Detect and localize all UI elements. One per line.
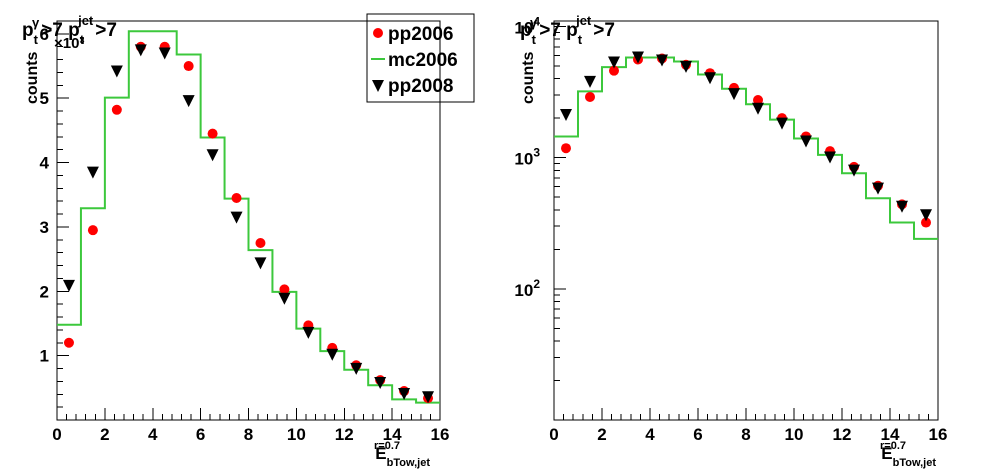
right-point-pp2006 [609, 65, 619, 76]
right-point-pp2008 [752, 102, 764, 115]
legend-label-pp2008: pp2008 [388, 76, 453, 97]
right-title: ptγ >7 ptjet >7 [520, 13, 615, 47]
left-y-tick-label: 1 [40, 347, 49, 366]
right-point-pp2008 [632, 51, 644, 64]
left-x-tick-label: 2 [100, 425, 109, 444]
legend-marker-pp2006 [373, 28, 383, 38]
right-point-pp2008 [896, 200, 908, 213]
right-point-pp2008 [656, 54, 668, 67]
right-point-pp2008 [704, 72, 716, 85]
right-y-tick-label: 102 [514, 277, 540, 300]
left-point-pp2008 [278, 292, 291, 305]
right-x-tick-label: 16 [929, 425, 948, 444]
right-x-tick-label: 2 [597, 425, 606, 444]
right-point-pp2008 [608, 56, 620, 69]
left-mc2006-histogram [57, 30, 440, 404]
right-y-tick-label: 104 [514, 14, 540, 37]
left-x-tick-label: 6 [196, 425, 205, 444]
right-point-pp2008 [872, 182, 884, 195]
left-point-pp2006 [183, 61, 194, 72]
left-point-pp2008 [206, 149, 219, 162]
right-point-pp2008 [728, 88, 740, 101]
left-point-pp2008 [398, 387, 411, 400]
right-point-pp2008 [920, 209, 932, 222]
left-point-pp2006 [207, 128, 218, 139]
left-point-pp2008 [254, 257, 267, 270]
left-y-tick-label: 6 [40, 25, 49, 44]
right-axes: 0 2 4 6 8 10 12 14 16 102 103 104 [514, 14, 947, 444]
left-title: ptγ >7 ptjet >7 [22, 13, 117, 47]
left-x-tick-label: 10 [287, 425, 306, 444]
right-x-tick-label: 8 [741, 425, 750, 444]
left-point-pp2008 [422, 391, 435, 404]
left-point-pp2006 [87, 225, 98, 236]
left-point-pp2006 [63, 337, 74, 348]
right-histogram-line-mc2006 [554, 56, 938, 240]
left-x-tick-label: 8 [244, 425, 253, 444]
left-y-tick-label: 2 [40, 282, 49, 301]
legend-marker-pp2008 [372, 80, 384, 92]
left-point-pp2008 [350, 362, 363, 375]
legend-box [366, 13, 475, 103]
left-x-tick-label: 14 [383, 425, 402, 444]
legend: pp2006 mc2006 pp2008 [366, 13, 475, 103]
right-y-tick-label: 103 [514, 146, 540, 169]
right-x-tick-label: 4 [645, 425, 655, 444]
left-y-tick-label: 4 [40, 154, 50, 173]
left-x-tick-label: 0 [52, 425, 61, 444]
left-histogram-line-mc2006 [57, 30, 440, 404]
left-x-tick-label: 4 [148, 425, 158, 444]
right-point-pp2006 [921, 217, 931, 228]
left-x-tick-label: 16 [431, 425, 450, 444]
left-y-tick-label: 5 [40, 89, 49, 108]
right-point-pp2006 [561, 143, 571, 154]
left-point-pp2008 [86, 166, 99, 179]
right-point-pp2008 [776, 117, 788, 130]
left-point-pp2008 [302, 326, 315, 339]
left-x-tick-label: 12 [335, 425, 354, 444]
right-point-pp2006 [585, 91, 595, 102]
left-point-pp2006 [279, 284, 290, 295]
legend-label-pp2006: pp2006 [388, 24, 453, 45]
left-point-pp2008 [230, 211, 243, 224]
right-point-pp2008 [824, 151, 836, 164]
right-point-pp2008 [584, 75, 596, 88]
left-point-pp2006 [255, 238, 266, 249]
right-point-pp2008 [680, 60, 692, 73]
right-data-points [560, 51, 932, 228]
left-panel: ptγ >7 ptjet >7 ×10³ counts 0 2 4 6 8 10 12 14 161… [22, 13, 449, 469]
right-plot-frame [553, 20, 939, 421]
left-point-pp2008 [374, 377, 387, 390]
left-point-pp2006 [111, 104, 122, 115]
right-x-tick-label: 6 [693, 425, 702, 444]
left-point-pp2008 [158, 47, 171, 60]
left-point-pp2008 [110, 65, 123, 78]
right-x-tick-label: 14 [881, 425, 900, 444]
right-panel: ptγ >7 ptjet >7 counts 0 2 4 6 8 10 12 14 16 102 103… [514, 13, 947, 469]
right-mc2006-histogram [554, 56, 938, 240]
right-x-axis-label: EbTow,jetr=0.7 [880, 440, 936, 469]
right-point-pp2006 [753, 94, 763, 105]
left-y-axis-label: counts [24, 51, 41, 104]
right-x-tick-label: 12 [833, 425, 852, 444]
legend-label-mc2006: mc2006 [388, 50, 458, 71]
left-point-pp2008 [182, 95, 195, 108]
left-point-pp2008 [326, 348, 339, 361]
right-y-axis-label: counts [520, 51, 537, 104]
left-x-axis-label: EbTow,jetr=0.7 [374, 440, 430, 469]
left-y-tick-label: 3 [40, 218, 49, 237]
right-point-pp2008 [560, 109, 572, 122]
left-exponent-label: ×10³ [54, 35, 84, 52]
right-x-tick-label: 10 [785, 425, 804, 444]
right-x-tick-label: 0 [549, 425, 558, 444]
left-data-points [62, 41, 435, 404]
right-point-pp2008 [848, 164, 860, 177]
left-point-pp2006 [231, 192, 242, 203]
right-point-pp2008 [800, 135, 812, 148]
left-point-pp2008 [62, 279, 75, 292]
left-point-pp2008 [134, 44, 147, 57]
